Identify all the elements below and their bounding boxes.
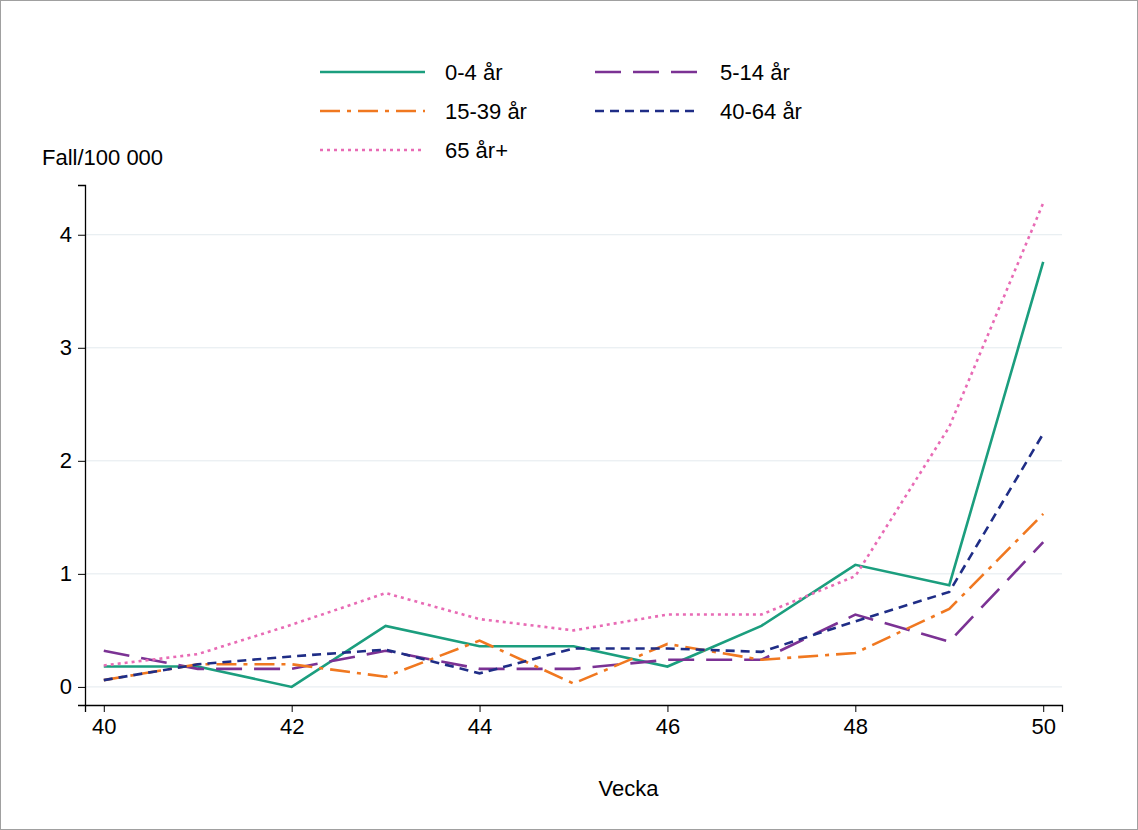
tick: 42 (280, 705, 304, 739)
tick: 44 (468, 705, 492, 739)
tick-mark (78, 461, 85, 462)
tick: 2 (60, 448, 85, 473)
tick-label: 40 (92, 714, 116, 739)
series-line (104, 514, 1043, 684)
legend-label: 65 år+ (445, 138, 508, 163)
tick-mark (78, 574, 85, 575)
grid-line (85, 347, 1062, 348)
grid-line (85, 234, 1062, 235)
plot-area (104, 203, 1043, 687)
tick-label: 42 (280, 714, 304, 739)
tick: 0 (60, 674, 85, 699)
tick-label: 50 (1031, 714, 1055, 739)
legend-label: 15-39 år (445, 99, 527, 124)
legend-label: 40-64 år (720, 99, 802, 124)
legend-swatch (320, 71, 425, 74)
chart: 0 1 2 3 4 40 42 44 46 48 50 Fall/100 000 Vecka 0-4 år… (0, 0, 1138, 830)
y-axis: 0 1 2 3 4 (60, 186, 86, 706)
series-line (104, 203, 1043, 665)
tick-mark (1043, 705, 1044, 712)
tick: 4 (60, 222, 85, 247)
grid-line (85, 686, 1062, 687)
tick: 46 (656, 705, 680, 739)
tick: 1 (60, 561, 85, 586)
tick-mark (855, 705, 856, 712)
tick-mark (78, 348, 85, 349)
x-axis: 40 42 44 46 48 50 (86, 705, 1063, 739)
legend-swatch (595, 110, 700, 113)
grid-line (85, 460, 1062, 461)
x-axis-title: Vecka (599, 776, 660, 801)
axis-line (86, 706, 1063, 713)
frame (1, 1, 1138, 830)
legend-label: 0-4 år (445, 60, 502, 85)
tick-mark (78, 687, 85, 688)
tick-label: 2 (60, 448, 72, 473)
tick-label: 4 (60, 222, 72, 247)
tick-mark (104, 705, 105, 712)
grid-line (85, 573, 1062, 574)
grid (85, 235, 1062, 687)
tick-label: 44 (468, 714, 492, 739)
legend-swatch (320, 149, 425, 152)
legend-swatch (320, 110, 425, 113)
tick-label: 0 (60, 674, 72, 699)
tick: 3 (60, 335, 85, 360)
tick-mark (667, 705, 668, 712)
tick-label: 46 (656, 714, 680, 739)
tick-mark (78, 235, 85, 236)
legend-label: 5-14 år (720, 60, 790, 85)
tick-mark (480, 705, 481, 712)
tick: 48 (844, 705, 868, 739)
tick-mark (292, 705, 293, 712)
y-axis-title: Fall/100 000 (42, 145, 163, 170)
series-line (104, 434, 1043, 680)
tick: 40 (92, 705, 116, 739)
axis-line (78, 186, 86, 706)
tick-label: 1 (60, 561, 72, 586)
tick-label: 3 (60, 335, 72, 360)
series-line (104, 262, 1043, 687)
tick: 50 (1031, 705, 1055, 739)
legend-swatch (595, 71, 700, 74)
legend: 0-4 år 5-14 år 15-39 år 40-64 år 65 år+ (320, 60, 802, 163)
tick-label: 48 (844, 714, 868, 739)
